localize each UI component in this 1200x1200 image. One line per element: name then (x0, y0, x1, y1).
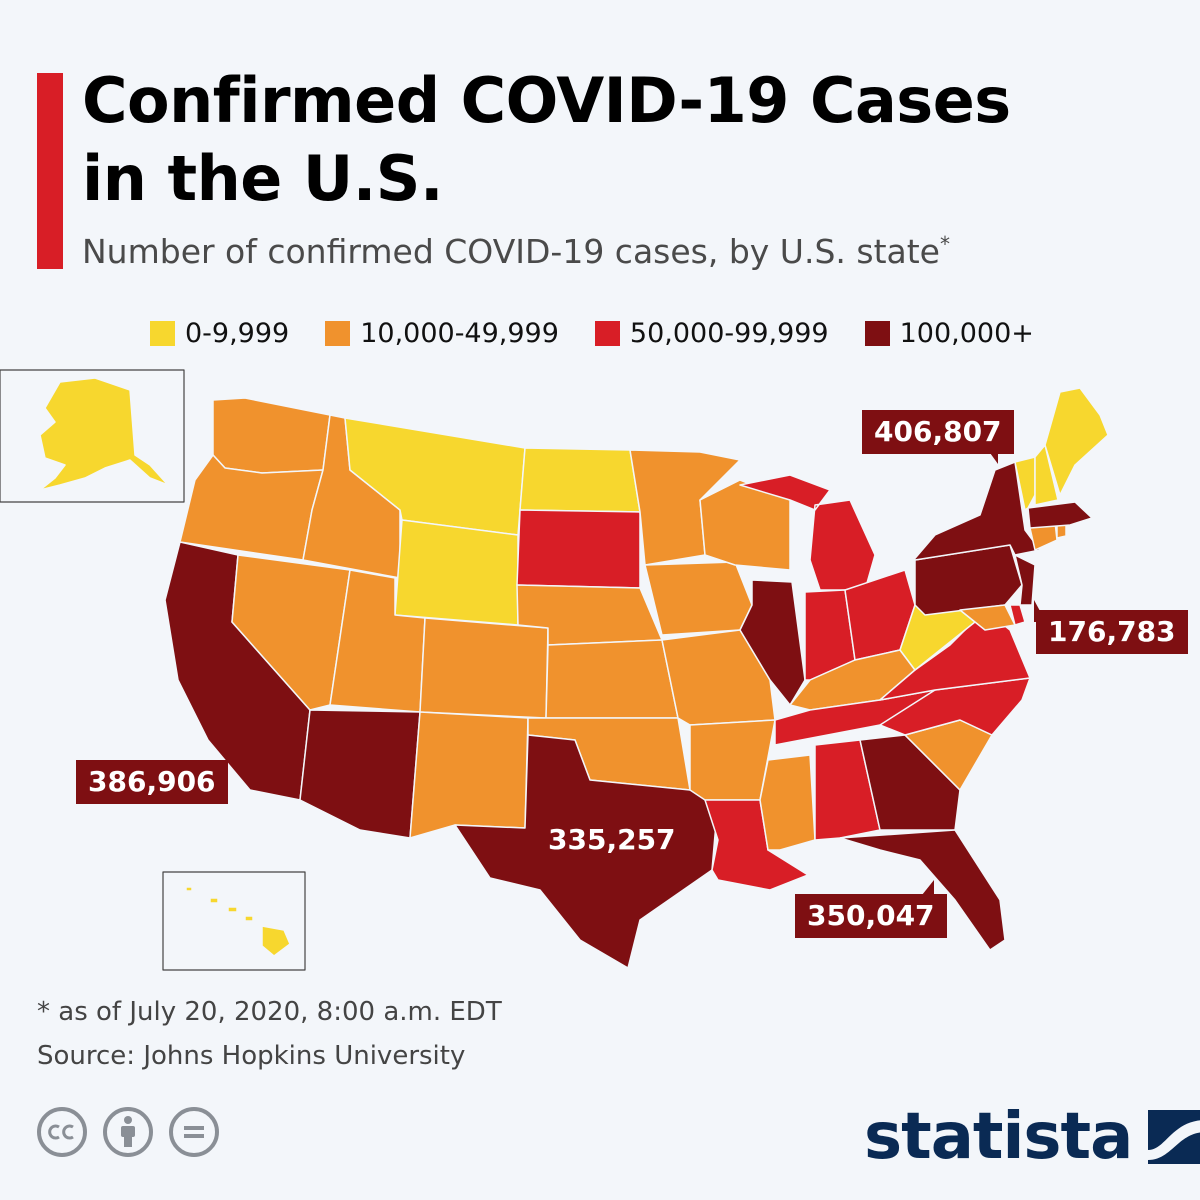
legend-label: 0-9,999 (185, 318, 290, 349)
callout-new-jersey: 176,783 (1036, 610, 1188, 654)
legend-item-50000-99999: 50,000-99,999 (594, 318, 829, 349)
state-alaska (39, 377, 169, 491)
source-text: Source: Johns Hopkins University (37, 1041, 466, 1071)
state-florida (839, 829, 1006, 951)
license-icons (37, 1107, 219, 1157)
state-maryland (959, 604, 1016, 631)
title-accent-bar (37, 73, 63, 269)
subtitle: Number of confirmed COVID-19 cases, by U… (82, 232, 950, 271)
state-hawaii (185, 886, 291, 957)
legend-swatch-orange (325, 321, 351, 346)
statista-wordmark: statista (864, 1100, 1133, 1174)
legend-label: 50,000-99,999 (629, 318, 829, 349)
legend-swatch-red (594, 321, 620, 346)
state-new-jersey (1014, 554, 1036, 606)
state-georgia (859, 734, 961, 831)
legend-label: 10,000-49,999 (360, 318, 559, 349)
state-washington (212, 397, 331, 474)
state-wisconsin (699, 479, 791, 571)
legend-item-100000-plus: 100,000+ (864, 318, 1034, 349)
callout-florida: 350,047 (795, 894, 947, 938)
state-north-dakota (519, 447, 641, 513)
us-state-map (0, 369, 1109, 971)
legend-label: 100,000+ (899, 318, 1034, 349)
state-illinois (739, 579, 806, 706)
state-vermont (1014, 456, 1036, 511)
state-iowa (644, 561, 753, 636)
state-alabama (814, 739, 881, 841)
state-mississippi (759, 754, 816, 851)
legend: 0-9,999 10,000-49,999 50,000-99,999 100,… (150, 318, 1034, 349)
subtitle-footnote-mark: * (939, 232, 950, 256)
legend-swatch-darkred (864, 321, 890, 346)
cc-icon[interactable] (37, 1107, 87, 1157)
state-massachusetts (1027, 501, 1093, 529)
legend-item-10000-49999: 10,000-49,999 (325, 318, 559, 349)
callout-new-york: 406,807 (862, 410, 1014, 454)
hawaii-inset-frame (162, 871, 306, 971)
legend-swatch-yellow (150, 321, 175, 346)
page-title: Confirmed COVID-19 Cases in the U.S. (82, 64, 1011, 215)
alaska-inset-frame (0, 369, 185, 503)
statista-logo-icon (1148, 1110, 1200, 1164)
state-new-mexico (409, 711, 529, 839)
state-arizona (299, 709, 421, 839)
state-maine (1044, 387, 1109, 496)
state-wyoming (394, 519, 519, 626)
footnote-block: * as of July 20, 2020, 8:00 a.m. EDT Sou… (37, 990, 502, 1078)
footnote-date: * as of July 20, 2020, 8:00 a.m. EDT (37, 997, 502, 1027)
callout-texas: 335,257 (536, 818, 688, 862)
state-delaware (1009, 604, 1026, 626)
statista-logo[interactable]: statista (864, 1100, 1200, 1174)
state-new-york (904, 461, 1041, 571)
callout-pointer-fl (922, 880, 934, 895)
state-colorado (419, 617, 549, 719)
attribution-icon[interactable] (103, 1107, 153, 1157)
state-south-dakota (516, 509, 641, 589)
callout-california: 386,906 (76, 760, 228, 804)
legend-item-0-9999: 0-9,999 (150, 318, 289, 349)
no-derivatives-icon[interactable] (169, 1107, 219, 1157)
state-nevada (231, 554, 351, 711)
state-kansas (545, 639, 679, 719)
state-new-hampshire (1034, 444, 1059, 506)
